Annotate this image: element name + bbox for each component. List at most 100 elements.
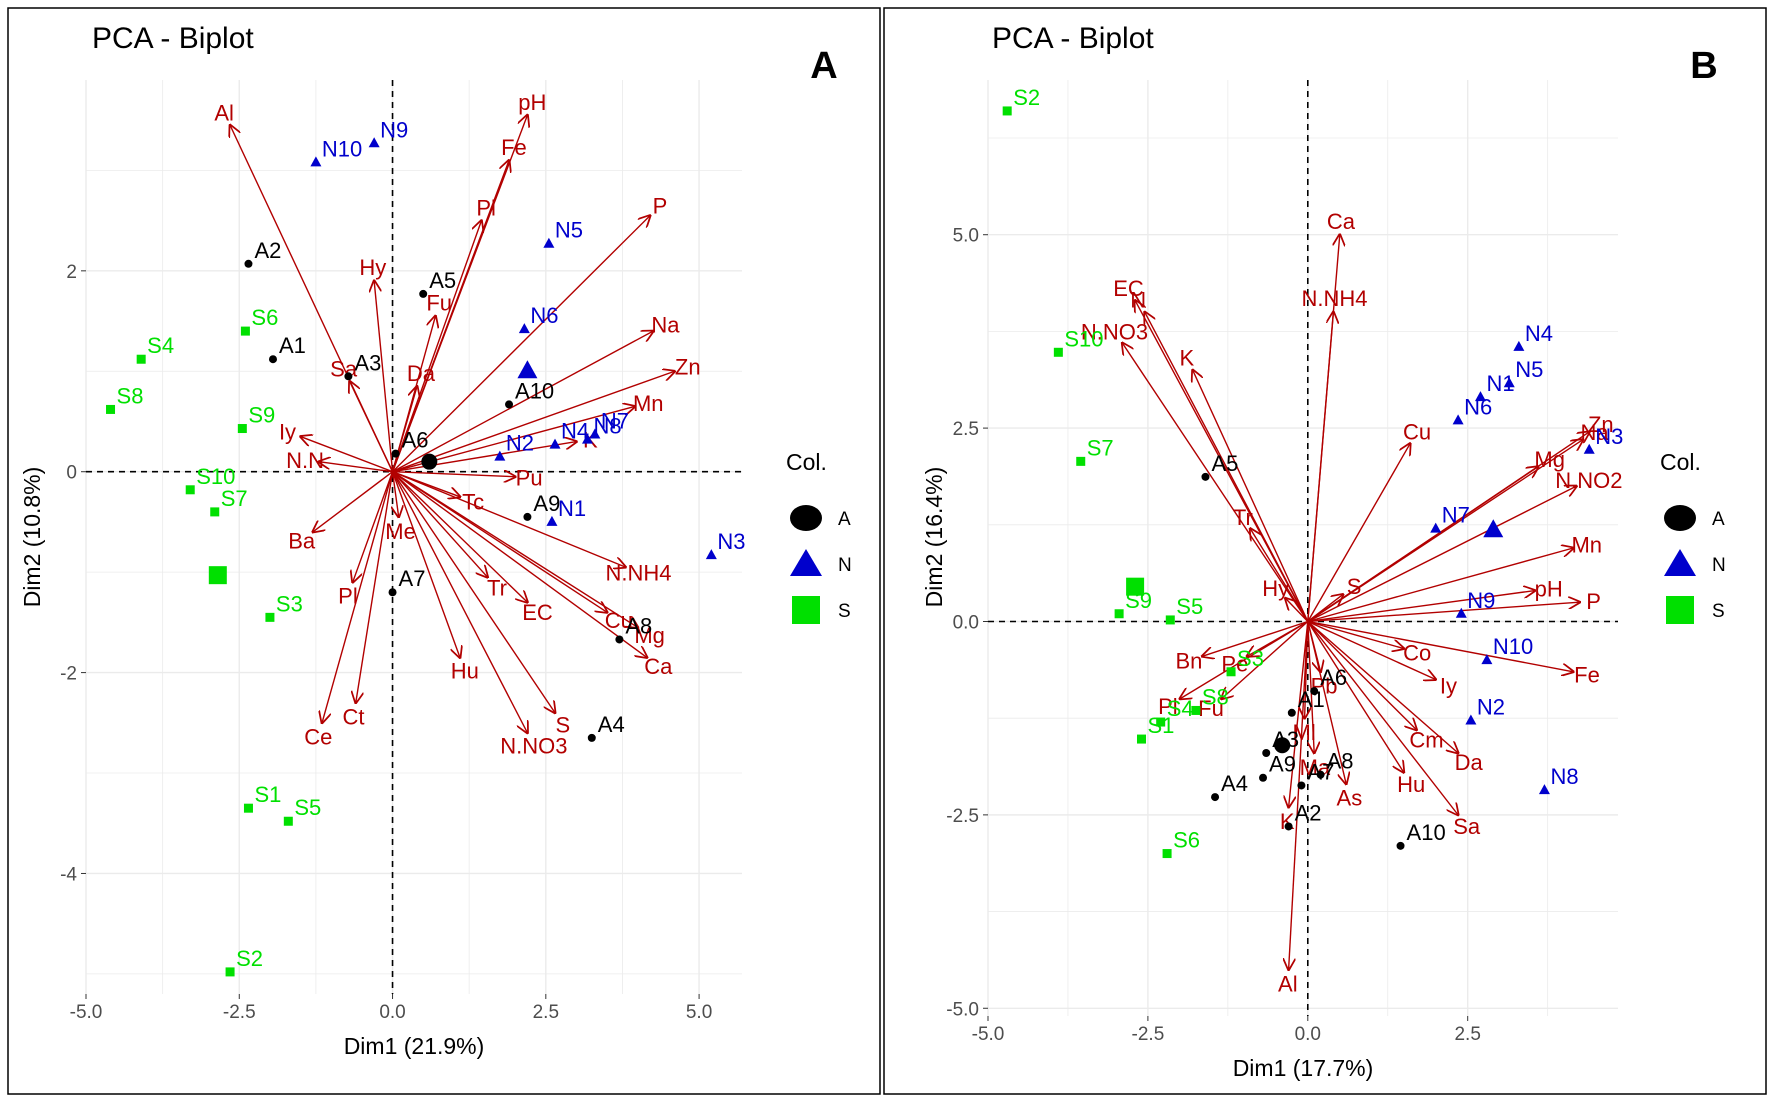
loading-arrow-k	[1289, 621, 1309, 807]
loading-label: Mg	[1534, 447, 1565, 472]
point-label: A2	[254, 238, 281, 263]
loading-arrow-p	[1307, 602, 1580, 623]
loading-label: EC	[1113, 276, 1144, 301]
point-s4	[136, 354, 146, 364]
loading-label: Mn	[1571, 532, 1602, 557]
loading-label: S	[555, 712, 570, 737]
loading-label: Tc	[462, 490, 484, 515]
loading-arrow-tr	[1250, 529, 1309, 622]
panel-frame	[7, 7, 881, 1095]
legend-title: Col.	[1660, 449, 1701, 475]
y-tick-label: -2.5	[946, 806, 979, 827]
point-label: S6	[1173, 828, 1200, 853]
legend-label: S	[838, 601, 851, 622]
loading-arrow-mg	[392, 471, 638, 628]
point-s3	[265, 612, 275, 622]
loading-arrow-ml	[1305, 621, 1308, 718]
loading-label: Al	[1278, 972, 1298, 997]
loading-label: Hy	[1262, 576, 1289, 601]
loading-label: N.NH4	[605, 560, 671, 585]
loading-arrow-da	[1307, 620, 1458, 753]
point-a8	[1316, 770, 1325, 779]
y-tick-label: 2	[66, 262, 77, 283]
loading-label: Ce	[304, 724, 332, 749]
point-label: S1	[254, 782, 281, 807]
point-label: N1	[558, 496, 586, 521]
loading-label: EC	[522, 600, 553, 625]
loading-label: P	[653, 194, 668, 219]
loading-arrow-pu	[392, 472, 516, 477]
point-label: S2	[236, 946, 263, 971]
point-n9	[368, 137, 380, 148]
point-a3	[344, 372, 353, 381]
point-s6	[240, 326, 250, 336]
loading-arrow-ce	[322, 471, 394, 723]
point-a7	[388, 588, 397, 597]
point-s7	[210, 507, 220, 517]
point-a4	[587, 733, 596, 742]
loading-arrow-n-nh4	[1307, 312, 1334, 622]
point-a6	[391, 449, 400, 458]
loading-label: K	[1179, 345, 1194, 370]
point-a7	[1297, 781, 1306, 790]
point-label: S3	[1237, 646, 1264, 671]
x-tick-label: -5.0	[70, 1002, 103, 1023]
point-s9	[1114, 609, 1124, 619]
point-label: A10	[1407, 820, 1446, 845]
loading-arrow-n-no3	[1122, 343, 1309, 622]
y-tick-label: -2	[60, 664, 77, 685]
y-axis-label: Dim2 (16.4%)	[921, 467, 947, 608]
point-label: N2	[1477, 695, 1505, 720]
loading-arrow-mg	[1307, 467, 1538, 623]
legend-label: A	[838, 509, 851, 530]
point-s10	[1053, 347, 1063, 357]
point-n2	[1465, 714, 1477, 725]
loading-label: Iy	[279, 420, 296, 445]
points: A1A2A3A4A5A6A7A8A9A10N1N2N3N4N5N6N7N8N9N…	[1002, 85, 1623, 859]
point-label: A1	[279, 333, 306, 358]
point-n1	[546, 515, 558, 526]
point-s1	[1137, 734, 1147, 744]
panel-letter: A	[810, 45, 837, 87]
point-n5	[543, 237, 555, 248]
loading-arrow-zn	[392, 371, 675, 473]
panel-letter: B	[1690, 45, 1717, 87]
point-label: S5	[294, 795, 321, 820]
centroid-n	[1483, 519, 1504, 538]
point-label: N9	[1467, 588, 1495, 613]
x-tick-label: -2.5	[1132, 1024, 1165, 1045]
x-tick-label: -2.5	[223, 1002, 256, 1023]
loading-arrow-tr	[392, 471, 488, 577]
legend-swatch-n	[790, 549, 822, 576]
point-label: N10	[1493, 634, 1533, 659]
x-tick-label: 2.5	[533, 1002, 559, 1023]
point-label: S10	[1064, 326, 1103, 351]
loading-label: N	[1130, 288, 1146, 313]
point-label: A5	[1211, 451, 1238, 476]
centroid-s	[1126, 577, 1145, 596]
point-label: N7	[1442, 503, 1470, 528]
loading-label: Sa	[1453, 814, 1481, 839]
legend-swatch-s	[792, 596, 820, 624]
loading-arrow-ca	[392, 471, 647, 658]
point-n2	[494, 450, 506, 461]
point-a5	[1201, 472, 1210, 481]
point-a9	[523, 512, 532, 521]
loading-arrow-ba	[313, 471, 393, 532]
loading-arrow-hy	[1285, 598, 1309, 622]
point-n9	[1455, 607, 1467, 618]
loading-arrow-s	[391, 471, 555, 713]
loading-label: pH	[1535, 577, 1563, 602]
point-n4	[1513, 340, 1525, 351]
point-s4	[1156, 717, 1166, 727]
loading-label: S	[1347, 574, 1362, 599]
y-tick-label: 5.0	[953, 226, 979, 247]
point-s10	[185, 485, 195, 495]
loading-label: Fe	[501, 135, 527, 160]
loading-arrow-cu	[1307, 444, 1410, 622]
loading-label: Zn	[1588, 412, 1614, 437]
loading-arrow-bn	[1202, 620, 1309, 656]
point-n1	[1474, 391, 1486, 402]
